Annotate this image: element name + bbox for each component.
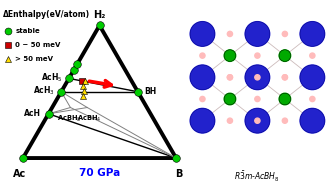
Circle shape (224, 93, 236, 105)
Circle shape (190, 65, 215, 90)
Circle shape (310, 96, 315, 102)
Circle shape (255, 96, 260, 102)
Text: AcBH$_4$: AcBH$_4$ (77, 114, 101, 124)
Circle shape (190, 22, 215, 46)
Circle shape (224, 50, 236, 61)
Text: stable: stable (15, 28, 40, 34)
Circle shape (255, 118, 260, 123)
Text: ΔEnthalpy(eV/atom): ΔEnthalpy(eV/atom) (3, 9, 90, 19)
Circle shape (245, 22, 270, 46)
Text: AcH$_5$: AcH$_5$ (41, 71, 63, 84)
Circle shape (300, 22, 325, 46)
Circle shape (300, 108, 325, 133)
Circle shape (282, 75, 287, 80)
Text: 70 GPa: 70 GPa (79, 168, 120, 178)
Text: AcH$_3$: AcH$_3$ (33, 85, 55, 97)
Circle shape (227, 118, 233, 123)
Circle shape (245, 65, 270, 90)
Circle shape (200, 96, 205, 102)
Circle shape (282, 31, 287, 36)
Circle shape (310, 53, 315, 58)
Circle shape (227, 75, 233, 80)
Text: AcBH$_8$: AcBH$_8$ (57, 114, 81, 124)
Circle shape (200, 53, 205, 58)
Circle shape (279, 93, 291, 105)
Circle shape (279, 50, 291, 61)
Circle shape (190, 108, 215, 133)
Text: B: B (176, 169, 183, 179)
Circle shape (255, 75, 260, 80)
Circle shape (282, 75, 287, 80)
Text: AcH: AcH (24, 108, 41, 118)
Circle shape (255, 53, 260, 58)
Text: > 50 meV: > 50 meV (15, 56, 53, 61)
Text: BH: BH (144, 87, 156, 96)
Circle shape (245, 108, 270, 133)
Text: Ac: Ac (13, 169, 26, 179)
Circle shape (227, 75, 233, 80)
Text: H₂: H₂ (93, 10, 106, 20)
Circle shape (300, 65, 325, 90)
Text: 0 ~ 50 meV: 0 ~ 50 meV (15, 42, 61, 48)
Text: $R\bar{3}m$-AcBH$_8$: $R\bar{3}m$-AcBH$_8$ (235, 170, 280, 184)
Circle shape (227, 31, 233, 36)
Circle shape (282, 118, 287, 123)
